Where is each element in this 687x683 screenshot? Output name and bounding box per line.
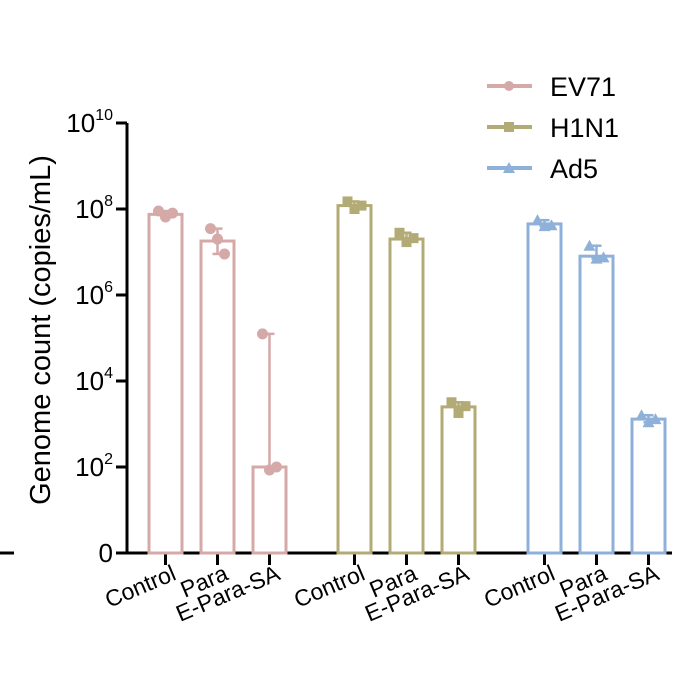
data-point: [356, 200, 367, 211]
data-point: [453, 408, 464, 419]
y-axis-label: Genome count (copies/mL): [25, 155, 57, 505]
legend-label-ev71: EV71: [550, 72, 616, 102]
legend-label-h1n1: H1N1: [550, 113, 619, 143]
legend-marker: [503, 162, 515, 173]
x-tick-label: Control: [480, 560, 558, 613]
data-point: [545, 219, 558, 231]
data-point: [460, 401, 471, 412]
data-point: [257, 328, 268, 340]
bar-h1n1-e-para-sa: [440, 405, 477, 555]
x-tick-label: Control: [290, 560, 368, 613]
data-point: [446, 397, 457, 408]
data-point: [597, 251, 610, 263]
bars: [147, 204, 667, 555]
legend-label-ad5: Ad5: [550, 154, 598, 184]
legend: EV71 H1N1 Ad5: [487, 72, 619, 184]
y-tick-label: 108: [75, 193, 113, 224]
legend-marker: [504, 81, 514, 91]
data-point: [583, 239, 596, 251]
bar-ad5-e-para-sa: [630, 417, 667, 555]
data-point: [349, 204, 360, 214]
bar-ev71-e-para-sa: [251, 465, 288, 555]
bar-ev71-control: [147, 212, 184, 555]
data-point: [205, 223, 216, 235]
data-point: [342, 196, 353, 207]
bar-h1n1-control: [336, 204, 373, 555]
data-point: [649, 413, 662, 425]
bar-ev71-para: [199, 239, 236, 555]
bar-ad5-para: [578, 254, 615, 555]
data-point: [212, 233, 223, 245]
data-point: [394, 227, 405, 238]
data-point: [401, 237, 412, 248]
data-point: [167, 207, 178, 219]
data-point: [635, 409, 648, 421]
y-tick-label: 1010: [66, 107, 113, 138]
data-point: [408, 233, 419, 244]
y-tick-label: 102: [75, 451, 113, 482]
bar-ad5-control: [526, 222, 563, 555]
legend-marker: [504, 122, 514, 132]
y-tick-label: 0: [99, 538, 113, 568]
data-point: [642, 416, 655, 428]
data-points: [153, 196, 662, 476]
bar-h1n1-para: [388, 237, 425, 555]
data-point: [271, 461, 282, 473]
y-tick-label: 104: [75, 365, 113, 396]
data-point: [219, 248, 230, 260]
y-tick-label: 106: [75, 279, 113, 310]
data-point: [531, 214, 544, 226]
